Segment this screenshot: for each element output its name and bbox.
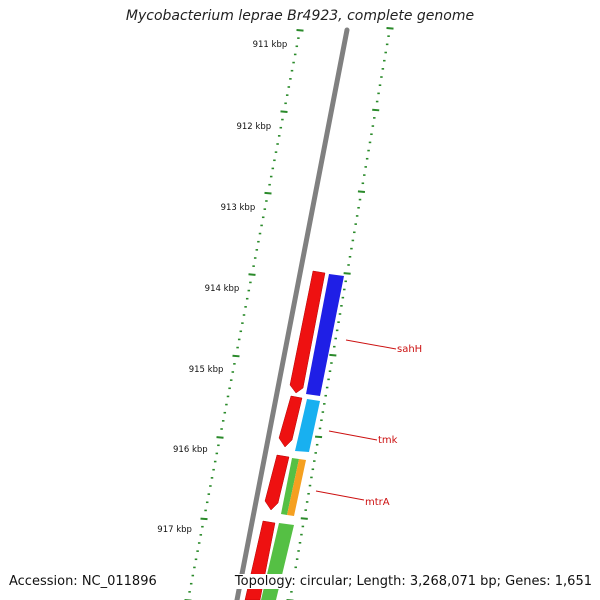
forward-cds-1[interactable]	[289, 270, 326, 394]
outer-major-tick	[386, 27, 394, 30]
outer-major-tick	[343, 272, 351, 275]
gene-leader-line	[315, 490, 365, 501]
outer-tick-ring	[286, 27, 394, 600]
reverse-cds-3b[interactable]	[287, 459, 306, 516]
outer-major-tick	[329, 353, 337, 357]
reverse-cds-1[interactable]	[306, 274, 344, 396]
scale-label: 912 kbp	[236, 122, 271, 132]
reverse-cds-2[interactable]	[295, 399, 320, 452]
inner-major-tick	[264, 191, 272, 195]
scale-label: 916 kbp	[173, 445, 208, 455]
inner-major-tick	[248, 273, 256, 276]
reverse-cds-3a[interactable]	[281, 458, 299, 515]
scale-label: 913 kbp	[221, 203, 256, 213]
outer-major-tick	[300, 517, 308, 520]
gene-label-sahH[interactable]: sahH	[397, 344, 422, 355]
outer-major-tick	[372, 108, 380, 112]
scale-label-group: 911 kbp 912 kbp 913 kbp 914 kbp 915 kbp 916 k…	[157, 40, 287, 535]
gene-label-group: sahH tmk mtrA	[315, 339, 422, 508]
forward-cds-2[interactable]	[278, 395, 303, 448]
inner-major-tick	[232, 354, 240, 358]
gene-leader-line	[328, 430, 378, 441]
inner-major-tick	[216, 436, 224, 439]
inner-tick-ring	[184, 29, 304, 600]
genome-backbone	[234, 27, 350, 600]
inner-major-tick	[296, 29, 304, 32]
scale-label: 911 kbp	[253, 40, 288, 50]
inner-major-tick	[200, 517, 208, 521]
gene-label-tmk[interactable]: tmk	[378, 435, 398, 446]
scale-label: 917 kbp	[157, 525, 192, 535]
scale-label: 915 kbp	[189, 365, 224, 375]
gene-label-mtrA[interactable]: mtrA	[365, 497, 390, 508]
inner-major-tick	[280, 110, 288, 114]
outer-major-tick	[357, 190, 366, 194]
forward-cds-3[interactable]	[264, 454, 290, 511]
scale-label: 914 kbp	[205, 284, 240, 294]
gene-leader-line	[345, 339, 397, 350]
map-title: Mycobacterium leprae Br4923, complete ge…	[125, 8, 475, 24]
genome-summary-text: Topology: circular; Length: 3,268,071 bp…	[232, 574, 592, 589]
accession-text: Accession: NC_011896	[9, 574, 157, 589]
outer-major-tick	[314, 435, 323, 439]
